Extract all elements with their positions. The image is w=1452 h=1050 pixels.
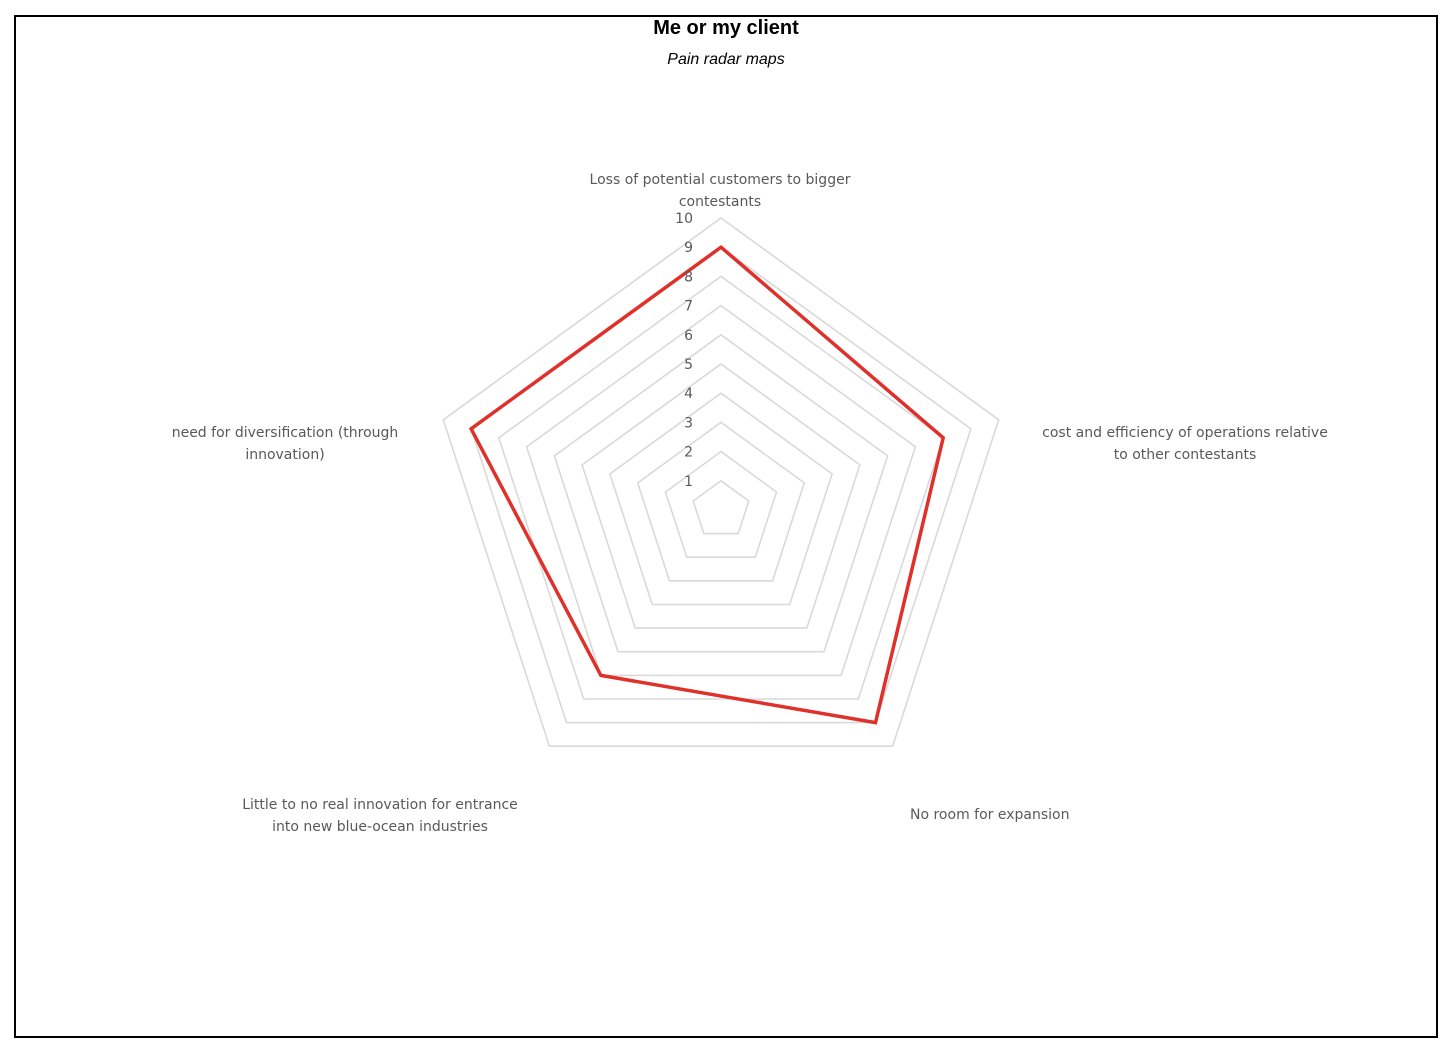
radar-ticks: 1 2 3 4 5 6 7 8 9 10: [675, 211, 693, 490]
grid-ring-7: [525, 304, 917, 677]
series-point-3: [599, 674, 603, 677]
series-point-1: [942, 436, 945, 439]
tick-label-6: 6: [684, 328, 693, 344]
grid-ring-4: [608, 392, 834, 606]
tick-label-3: 3: [684, 415, 693, 431]
tick-label-7: 7: [684, 299, 693, 315]
grid-ring-5: [581, 363, 861, 629]
tick-label-10: 10: [675, 211, 693, 227]
series-line-0: [468, 244, 946, 725]
radar-series: [468, 244, 946, 725]
chart-title: Me or my client: [653, 17, 799, 39]
chart-frame: [14, 15, 1438, 1038]
series-point-4: [469, 427, 473, 430]
grid-ring-3: [636, 421, 806, 582]
category-label-diversification: need for diversification (through innova…: [171, 425, 399, 463]
tick-label-1: 1: [684, 474, 693, 490]
grid-ring-10: [442, 217, 1000, 748]
grid-ring-2: [664, 450, 778, 559]
grid-ring-6: [553, 333, 889, 653]
tick-label-8: 8: [684, 269, 693, 285]
tick-label-5: 5: [684, 357, 693, 373]
tick-label-2: 2: [684, 445, 693, 461]
grid-ring-8: [497, 275, 945, 700]
chart-subtitle: Pain radar maps: [667, 51, 785, 68]
grid-ring-1: [692, 479, 750, 535]
tick-label-9: 9: [684, 240, 693, 256]
category-label-no-room-expansion: No room for expansion: [910, 807, 1070, 823]
category-label-cost-efficiency: cost and efficiency of operations relati…: [1042, 425, 1328, 463]
category-label-little-innovation: Little to no real innovation for entranc…: [242, 797, 518, 835]
radar-grid: [442, 217, 1000, 748]
tick-label-4: 4: [684, 386, 693, 402]
series-point-2: [874, 721, 877, 724]
category-label-customers-loss: Loss of potential customers to bigger co…: [589, 172, 851, 210]
series-point-0: [719, 246, 723, 249]
